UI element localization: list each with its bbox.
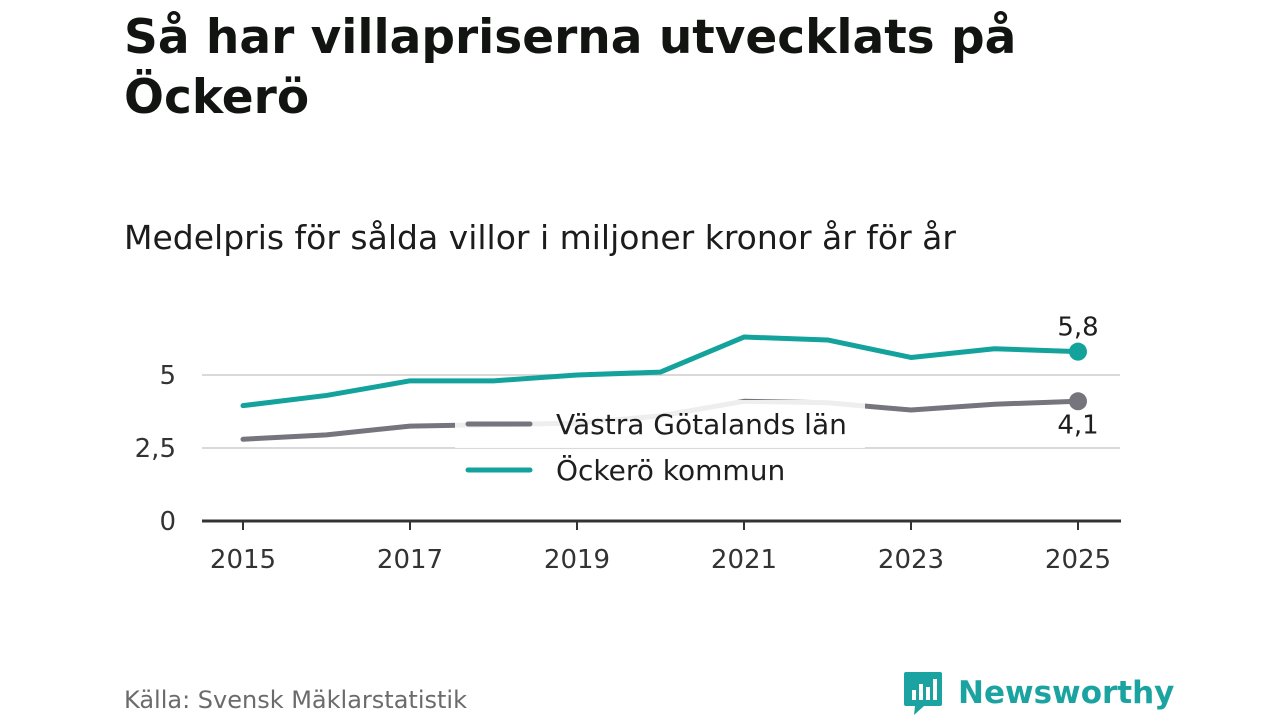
legend-label-ockero: Öckerö kommun bbox=[556, 453, 785, 487]
legend-label-vastra: Västra Götalands län bbox=[556, 408, 847, 441]
brand-name: Newsworthy bbox=[958, 675, 1175, 711]
chart-subtitle: Medelpris för sålda villor i miljoner kr… bbox=[124, 218, 956, 257]
source-note: Källa: Svensk Mäklarstatistik bbox=[124, 686, 467, 714]
series-line-ockero bbox=[240, 334, 1081, 409]
newsworthy-logo-icon bbox=[904, 672, 942, 715]
x-tick-label: 2023 bbox=[878, 545, 944, 575]
series-end-point-ockero bbox=[1069, 342, 1087, 361]
end-value-label-vastra: 4,1 bbox=[1057, 410, 1098, 440]
brand-logo: Newsworthy bbox=[902, 670, 1174, 716]
chart-title: Så har villapriserna utvecklats på Öcker… bbox=[124, 10, 1017, 125]
x-tick-label: 2021 bbox=[711, 545, 777, 575]
x-tick-label: 2019 bbox=[544, 545, 610, 575]
y-tick-label: 5 bbox=[159, 361, 176, 391]
series-end-point-vastra bbox=[1069, 392, 1087, 411]
x-tick-label: 2025 bbox=[1045, 545, 1111, 575]
end-value-label-ockero: 5,8 bbox=[1057, 313, 1098, 343]
x-tick-label: 2015 bbox=[210, 545, 276, 575]
x-tick-label: 2017 bbox=[377, 545, 443, 575]
legend: Västra Götalands län Öckerö kommun bbox=[455, 400, 865, 487]
y-tick-label: 2,5 bbox=[135, 434, 176, 464]
y-tick-label: 0 bbox=[159, 507, 176, 537]
